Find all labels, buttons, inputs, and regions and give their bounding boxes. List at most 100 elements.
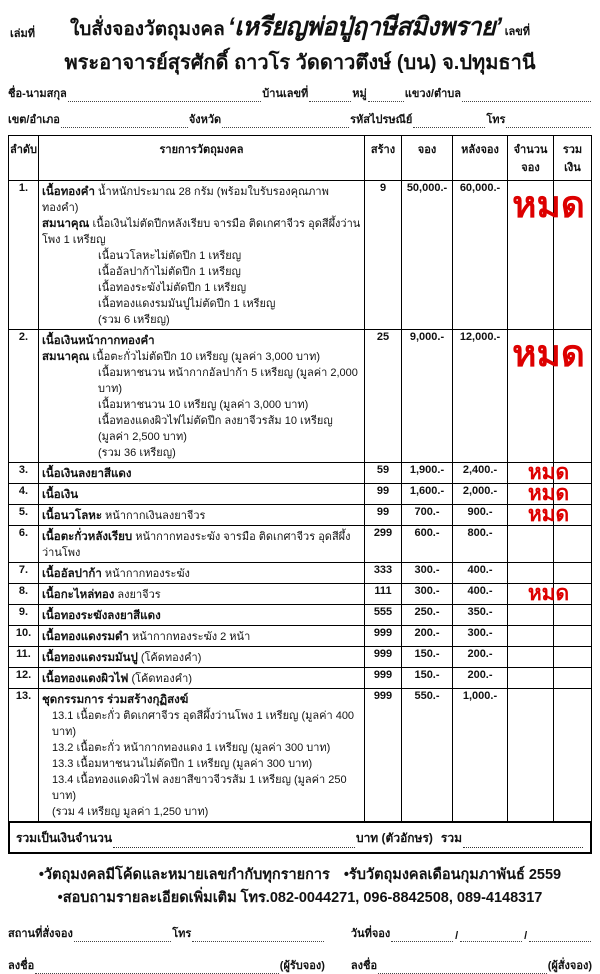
after-price: 1,000.-: [452, 688, 508, 822]
item-title-line: เนื้อทองแดงผิวไฟ (โค้ดทองคำ): [42, 673, 192, 685]
summary-bar: รวมเป็นเงินจำนวน บาท (ตัวอักษร) รวม: [8, 821, 592, 854]
receiver-sign-label: ลงชื่อ: [8, 960, 35, 972]
col-header-total: รวมเงิน: [553, 135, 592, 181]
table-row: 13. ชุดกรรมการ ร่วมสร้างกุฏิสงฆ์ 13.1 เนื้…: [8, 688, 592, 822]
book-number-label: เล่มที่: [10, 28, 36, 40]
row-index: 12.: [8, 667, 39, 689]
district-fill-line: [60, 115, 188, 128]
after-price: 2,000.-: [452, 483, 508, 505]
reserve-price: 550.-: [401, 688, 453, 822]
item-description: เนื้อทองแดงรมมันปู (โค้ดทองคำ): [38, 646, 365, 668]
reserve-price: 600.-: [401, 525, 453, 563]
table-row: 9. เนื้อทองระฆังลงยาสีแดง 555 250.- 350.-: [8, 604, 592, 626]
item-description: เนื้อตะกั่วหลังเรียบ หน้ากากทองระฆัง จาร…: [38, 525, 365, 563]
made-count: 59: [364, 462, 402, 484]
item-description: เนื้อทองแดงรมดำ หน้ากากทองระฆัง 2 หน้า: [38, 625, 365, 647]
order-date-label: วันที่จอง: [350, 928, 391, 940]
total-cell: [553, 462, 592, 484]
total-cell: [553, 504, 592, 526]
after-price: 800.-: [452, 525, 508, 563]
quantity-cell: [507, 646, 554, 668]
items-table: ลำดับ รายการวัตถุมงคล สร้าง จอง หลังจอง …: [8, 135, 592, 822]
col-header-made: สร้าง: [364, 135, 402, 181]
item-subline: (รวม 6 เหรียญ): [98, 314, 170, 326]
item-title-line: เนื้อกะไหล่ทอง ลงยาจีวร: [42, 589, 161, 601]
quantity-cell: [507, 688, 554, 822]
item-description: เนื้อทองคำ น้ำหนักประมาณ 28 กรัม (พร้อมใ…: [38, 180, 365, 330]
quantity-cell: หมด: [507, 583, 569, 605]
made-count: 999: [364, 667, 402, 689]
item-subline: เนื้อนวโลหะไม่ตัดปีก 1 เหรียญ: [98, 250, 242, 262]
item-subline: (รวม 4 เหรียญ มูลค่า 1,250 บาท): [52, 806, 209, 818]
item-description: เนื้อเงินหน้ากากทองคำ สมนาคุณ เนื้อตะกั่ว…: [38, 329, 365, 463]
reserve-price: 700.-: [401, 504, 453, 526]
made-count: 333: [364, 562, 402, 584]
item-subline: เนื้อทองแดงผิวไฟไม่ตัดปีก ลงยาจีวรส้ม 10…: [98, 415, 333, 443]
orderer-sign-fill-line: [378, 961, 547, 974]
footer-section: สถานที่สั่งจอง โทร ลงชื่อ (ผู้รับจอง) วั…: [8, 924, 592, 974]
orderer-role-label: (ผู้สั่งจอง): [547, 960, 592, 972]
total-cell: [553, 483, 592, 505]
table-row: 5. เนื้อนวโลหะ หน้ากากเงินลงยาจีวร 99 700.-…: [8, 504, 592, 526]
table-row: 6. เนื้อตะกั่วหลังเรียบ หน้ากากทองระฆัง จ…: [8, 525, 592, 563]
quantity-cell: หมด: [507, 329, 585, 463]
items-table-body: 1. เนื้อทองคำ น้ำหนักประมาณ 28 กรัม (พร้อ…: [8, 180, 592, 822]
date-day-fill-line: [391, 929, 454, 942]
date-slash-2: /: [524, 930, 528, 942]
total-cell: [553, 688, 592, 822]
quantity-cell: [507, 525, 554, 563]
made-count: 999: [364, 625, 402, 647]
reserve-price: 9,000.-: [401, 329, 453, 463]
item-subline: เนื้ออัลปาก้าไม่ตัดปีก 1 เหรียญ: [98, 266, 241, 278]
title-prefix: ใบสั่งจองวัตถุมงคล: [70, 19, 225, 40]
item-subline: 13.1 เนื้อตะกั่ว ติดเกศาจีวร อุดสีผึ้งว่…: [52, 710, 355, 738]
reserve-price: 150.-: [401, 667, 453, 689]
sum-label: รวม: [440, 831, 462, 845]
notes-section: •วัตถุมงคลมีโค้ดและหมายเลขกำกับทุกรายการ…: [8, 864, 592, 910]
footer-phone-label: โทร: [172, 928, 192, 940]
note-receive-text: •รับวัตถุมงคลเดือนกุมภาพันธ์ 2559: [343, 867, 562, 883]
item-description: เนื้อทองระฆังลงยาสีแดง: [38, 604, 365, 626]
moo-label: หมู่: [352, 88, 367, 100]
note-line-2: •สอบถามรายละเอียดเพิ่มเติม โทร.082-00442…: [57, 890, 543, 906]
house-no-label: บ้านเลขที่: [262, 88, 309, 100]
item-description: เนื้ออัลปาก้า หน้ากากทองระฆัง: [38, 562, 365, 584]
item-title-line: เนื้อเงินลงยาสีแดง: [42, 468, 132, 480]
orderer-sign-label: ลงชื่อ: [350, 960, 378, 972]
orderer-sign-row: ลงชื่อ (ผู้สั่งจอง): [351, 956, 592, 974]
order-place-label: สถานที่สั่งจอง: [8, 928, 73, 940]
table-row: 4. เนื้อเงิน 99 1,600.- 2,000.- หมด: [8, 483, 592, 505]
item-description: เนื้อทองแดงผิวไฟ (โค้ดทองคำ): [38, 667, 365, 689]
footer-phone-fill-line: [192, 929, 324, 942]
order-place-row: สถานที่สั่งจอง โทร: [8, 924, 325, 942]
grand-total-label: รวมเป็นเงินจำนวน: [16, 831, 113, 845]
table-row: 8. เนื้อกะไหล่ทอง ลงยาจีวร 111 300.- 400.- หม…: [8, 583, 592, 605]
item-subline: 13.3 เนื้อมหาชนวนไม่ตัดปีก 1 เหรียญ (มูล…: [52, 758, 313, 770]
row-index: 7.: [8, 562, 39, 584]
item-title-line: เนื้อทองระฆังลงยาสีแดง: [42, 610, 161, 622]
col-header-reserve: จอง: [401, 135, 453, 181]
item-title-line: เนื้อตะกั่วหลังเรียบ หน้ากากทองระฆัง จาร…: [42, 531, 351, 559]
col-header-quantity: จำนวนจอง: [507, 135, 554, 181]
item-description: เนื้อเงินลงยาสีแดง: [38, 462, 365, 484]
number-label: เลขที่: [504, 26, 530, 38]
made-count: 999: [364, 688, 402, 822]
after-price: 350.-: [452, 604, 508, 626]
postal-code-label: รหัสไปรษณีย์: [350, 114, 413, 126]
house-no-fill-line: [309, 89, 352, 102]
item-subline: 13.4 เนื้อทองแดงผิวไฟ ลงยาสีขาวจีวรส้ม 1…: [52, 774, 347, 802]
total-cell: [553, 180, 592, 330]
item-subline: สมนาคุณ เนื้อเงินไม่ตัดปีกหลังเรียบ จารม…: [42, 218, 361, 246]
after-price: 60,000.-: [452, 180, 508, 330]
item-description: เนื้อนวโลหะ หน้ากากเงินลงยาจีวร: [38, 504, 365, 526]
col-header-index: ลำดับ: [8, 135, 39, 181]
date-slash-1: /: [455, 930, 459, 942]
item-title-line: เนื้อนวโลหะ หน้ากากเงินลงยาจีวร: [42, 510, 206, 522]
reserve-price: 300.-: [401, 583, 453, 605]
amulet-name: ‘เหรียญพ่อปู่ฤาษีสมิงพราย’: [227, 13, 502, 41]
quantity-cell: [507, 562, 554, 584]
after-price: 400.-: [452, 583, 508, 605]
table-row: 2. เนื้อเงินหน้ากากทองคำ สมนาคุณ เนื้อตะกั…: [8, 329, 592, 463]
table-header-row: ลำดับ รายการวัตถุมงคล สร้าง จอง หลังจอง …: [8, 135, 592, 181]
item-title-line: เนื้ออัลปาก้า หน้ากากทองระฆัง: [42, 568, 190, 580]
